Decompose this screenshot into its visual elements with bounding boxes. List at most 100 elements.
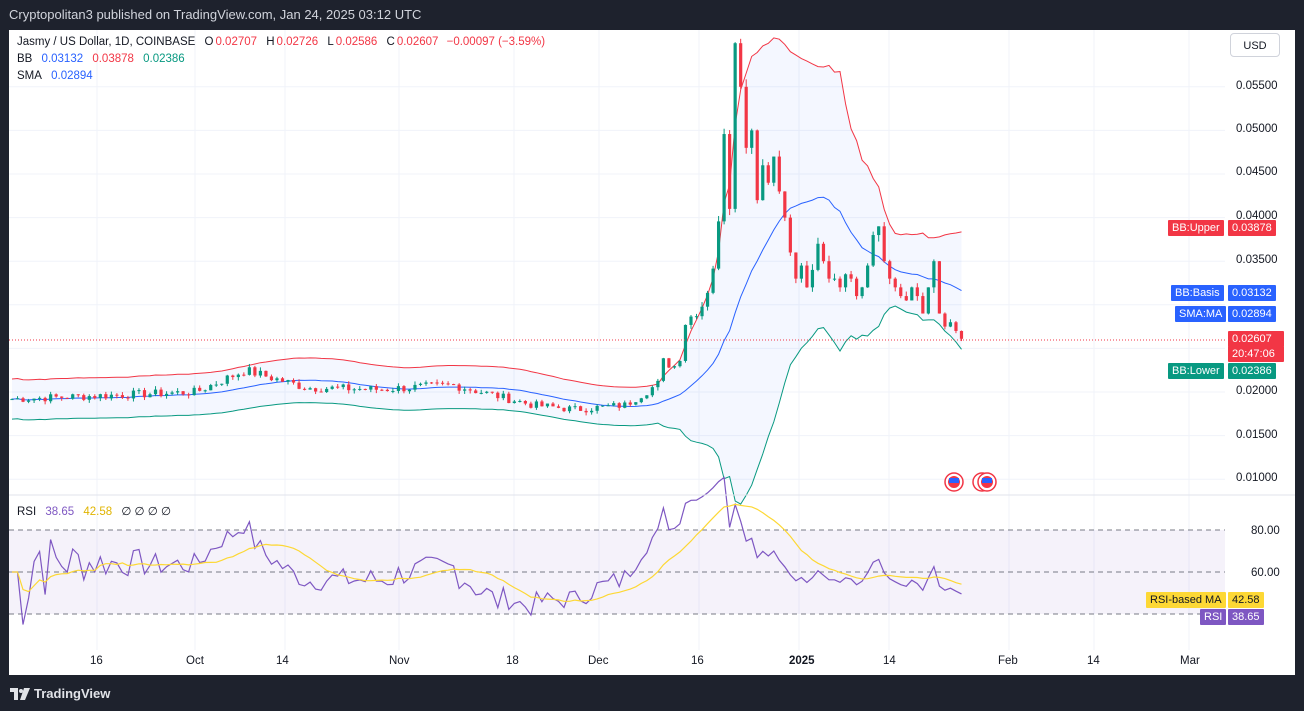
currency-button[interactable]: USD <box>1230 33 1280 57</box>
candle-body <box>418 383 423 385</box>
time-tick: 14 <box>276 655 289 667</box>
candle-body <box>457 384 461 391</box>
candle-body <box>325 388 329 393</box>
price-tick: 0.04500 <box>1236 166 1278 178</box>
candle-body <box>584 410 588 413</box>
candle-body <box>120 395 125 398</box>
footer-bar: TradingView <box>0 676 1304 711</box>
candle-body <box>915 287 919 297</box>
candle-body <box>98 394 102 399</box>
candle-body <box>264 370 268 377</box>
candle-body <box>711 268 715 293</box>
candle-body <box>302 388 307 390</box>
candle-body <box>860 287 864 297</box>
candle-body <box>435 382 439 384</box>
candle-body <box>258 370 263 376</box>
tradingview-logo[interactable]: TradingView <box>10 686 110 701</box>
candle-body <box>385 389 389 392</box>
candle-body <box>21 398 25 402</box>
candle-body <box>131 390 136 399</box>
candle-body <box>645 395 649 399</box>
time-tick: 2025 <box>789 655 815 667</box>
candle-body <box>838 278 842 288</box>
rsi-extra-values: ∅ ∅ ∅ ∅ <box>121 506 171 518</box>
candle-body <box>269 376 274 381</box>
candle-body <box>32 398 36 401</box>
candle-body <box>573 406 577 408</box>
chart-svg[interactable] <box>9 30 1295 675</box>
flag-icons[interactable] <box>944 472 997 492</box>
candle-body <box>788 217 792 253</box>
candle-body <box>722 134 726 222</box>
candle-body <box>556 406 561 408</box>
candle-body <box>821 243 826 262</box>
candle-body <box>551 403 555 407</box>
symbol-label[interactable]: Jasmy / US Dollar, 1D, COINBASE <box>17 36 196 48</box>
time-tick: Oct <box>186 655 204 667</box>
candle-body <box>672 366 677 368</box>
countdown-tag: 20:47:06 <box>1228 346 1284 362</box>
candle-body <box>330 386 334 389</box>
rsi-label: RSI <box>17 506 37 518</box>
candle-body <box>601 405 605 407</box>
candle-body <box>137 390 141 392</box>
candle-body <box>38 397 42 399</box>
bb-lower-value-tag: 0.02386 <box>1228 363 1276 379</box>
candle-body <box>496 392 500 399</box>
candle-body <box>446 383 450 385</box>
candle-body <box>959 330 964 339</box>
open-value: 0.02707 <box>215 36 258 48</box>
candlesticks <box>10 38 964 416</box>
bb-label: BB <box>17 53 33 65</box>
legend-rsi[interactable]: RSI 38.65 42.58 ∅ ∅ ∅ ∅ <box>17 504 173 518</box>
candle-body <box>755 130 759 201</box>
candle-body <box>534 401 539 408</box>
candle-body <box>424 382 428 384</box>
time-tick: 18 <box>506 655 519 667</box>
candle-body <box>10 399 14 401</box>
candle-body <box>843 274 848 288</box>
candle-body <box>440 382 445 384</box>
brand-label: TradingView <box>34 686 111 701</box>
candle-body <box>877 226 881 236</box>
candle-body <box>220 383 224 385</box>
candle-body <box>109 394 113 399</box>
time-tick: Nov <box>389 655 410 667</box>
candle-body <box>728 134 732 209</box>
candle-body <box>490 391 494 393</box>
candle-body <box>43 397 47 402</box>
bb-lower-line <box>11 305 962 505</box>
candle-body <box>225 375 229 384</box>
candle-body <box>562 407 566 412</box>
candle-body <box>694 316 699 318</box>
candle-body <box>772 156 776 183</box>
low-value: 0.02586 <box>335 36 378 48</box>
candle-body <box>871 235 875 266</box>
candle-body <box>369 386 373 390</box>
candle-body <box>750 130 754 148</box>
candle-body <box>214 384 218 386</box>
sma-label: SMA <box>17 70 42 82</box>
candle-body <box>783 191 787 218</box>
candle-body <box>468 389 472 391</box>
candle-body <box>148 394 152 398</box>
candle-body <box>523 400 527 404</box>
bb-upper-value-tag: 0.03878 <box>1228 220 1276 236</box>
bb-upper-value: 0.03878 <box>92 53 134 65</box>
candle-body <box>612 403 616 406</box>
change-value: −0.00097 (−3.59%) <box>446 36 546 48</box>
legend-bb[interactable]: BB 0.03132 0.03878 0.02386 <box>17 53 187 65</box>
candle-body <box>87 396 91 400</box>
candle-body <box>716 221 721 269</box>
rsi-value-tag: 38.65 <box>1228 609 1264 625</box>
price-tick: 0.01500 <box>1236 429 1278 441</box>
price-tick: 0.04000 <box>1236 210 1278 222</box>
candle-body <box>280 378 285 382</box>
rsi-name-tag: RSI <box>1200 609 1227 625</box>
candle-body <box>661 358 665 381</box>
rsi-ma-name-tag: RSI-based MA <box>1146 592 1226 608</box>
legend-sma[interactable]: SMA 0.02894 <box>17 70 95 82</box>
sma-value-tag: 0.02894 <box>1228 306 1276 322</box>
candle-body <box>181 391 185 395</box>
chart-panel[interactable]: Jasmy / US Dollar, 1D, COINBASE O 0.02707… <box>9 30 1295 675</box>
